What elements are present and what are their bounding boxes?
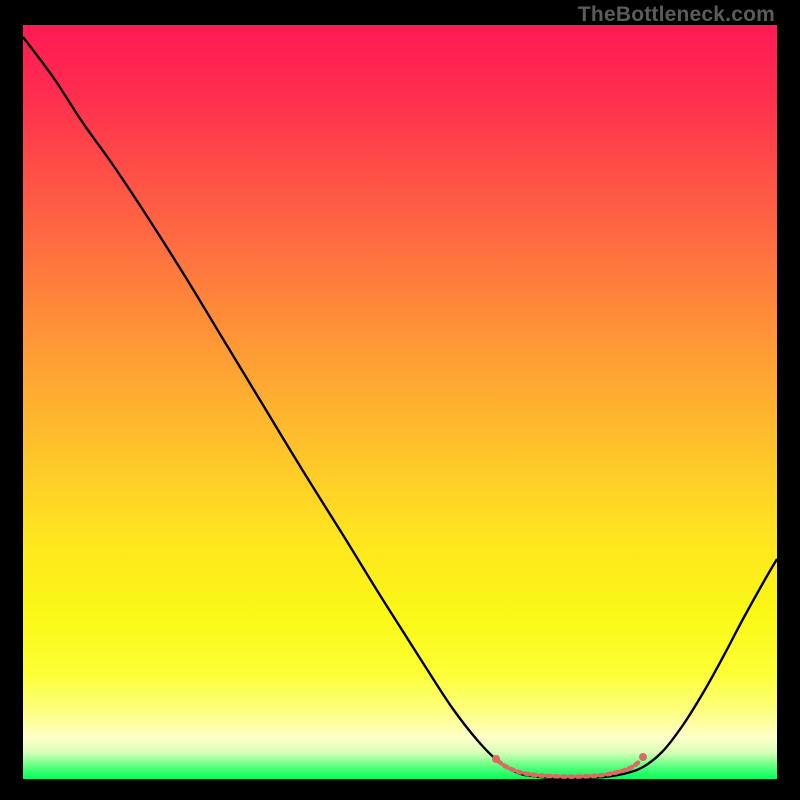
plot-area: [23, 25, 777, 779]
chart-curves: [23, 25, 777, 779]
main-curve: [23, 37, 777, 778]
segment-end-dots: [492, 753, 647, 763]
watermark-text: TheBottleneck.com: [578, 3, 775, 27]
